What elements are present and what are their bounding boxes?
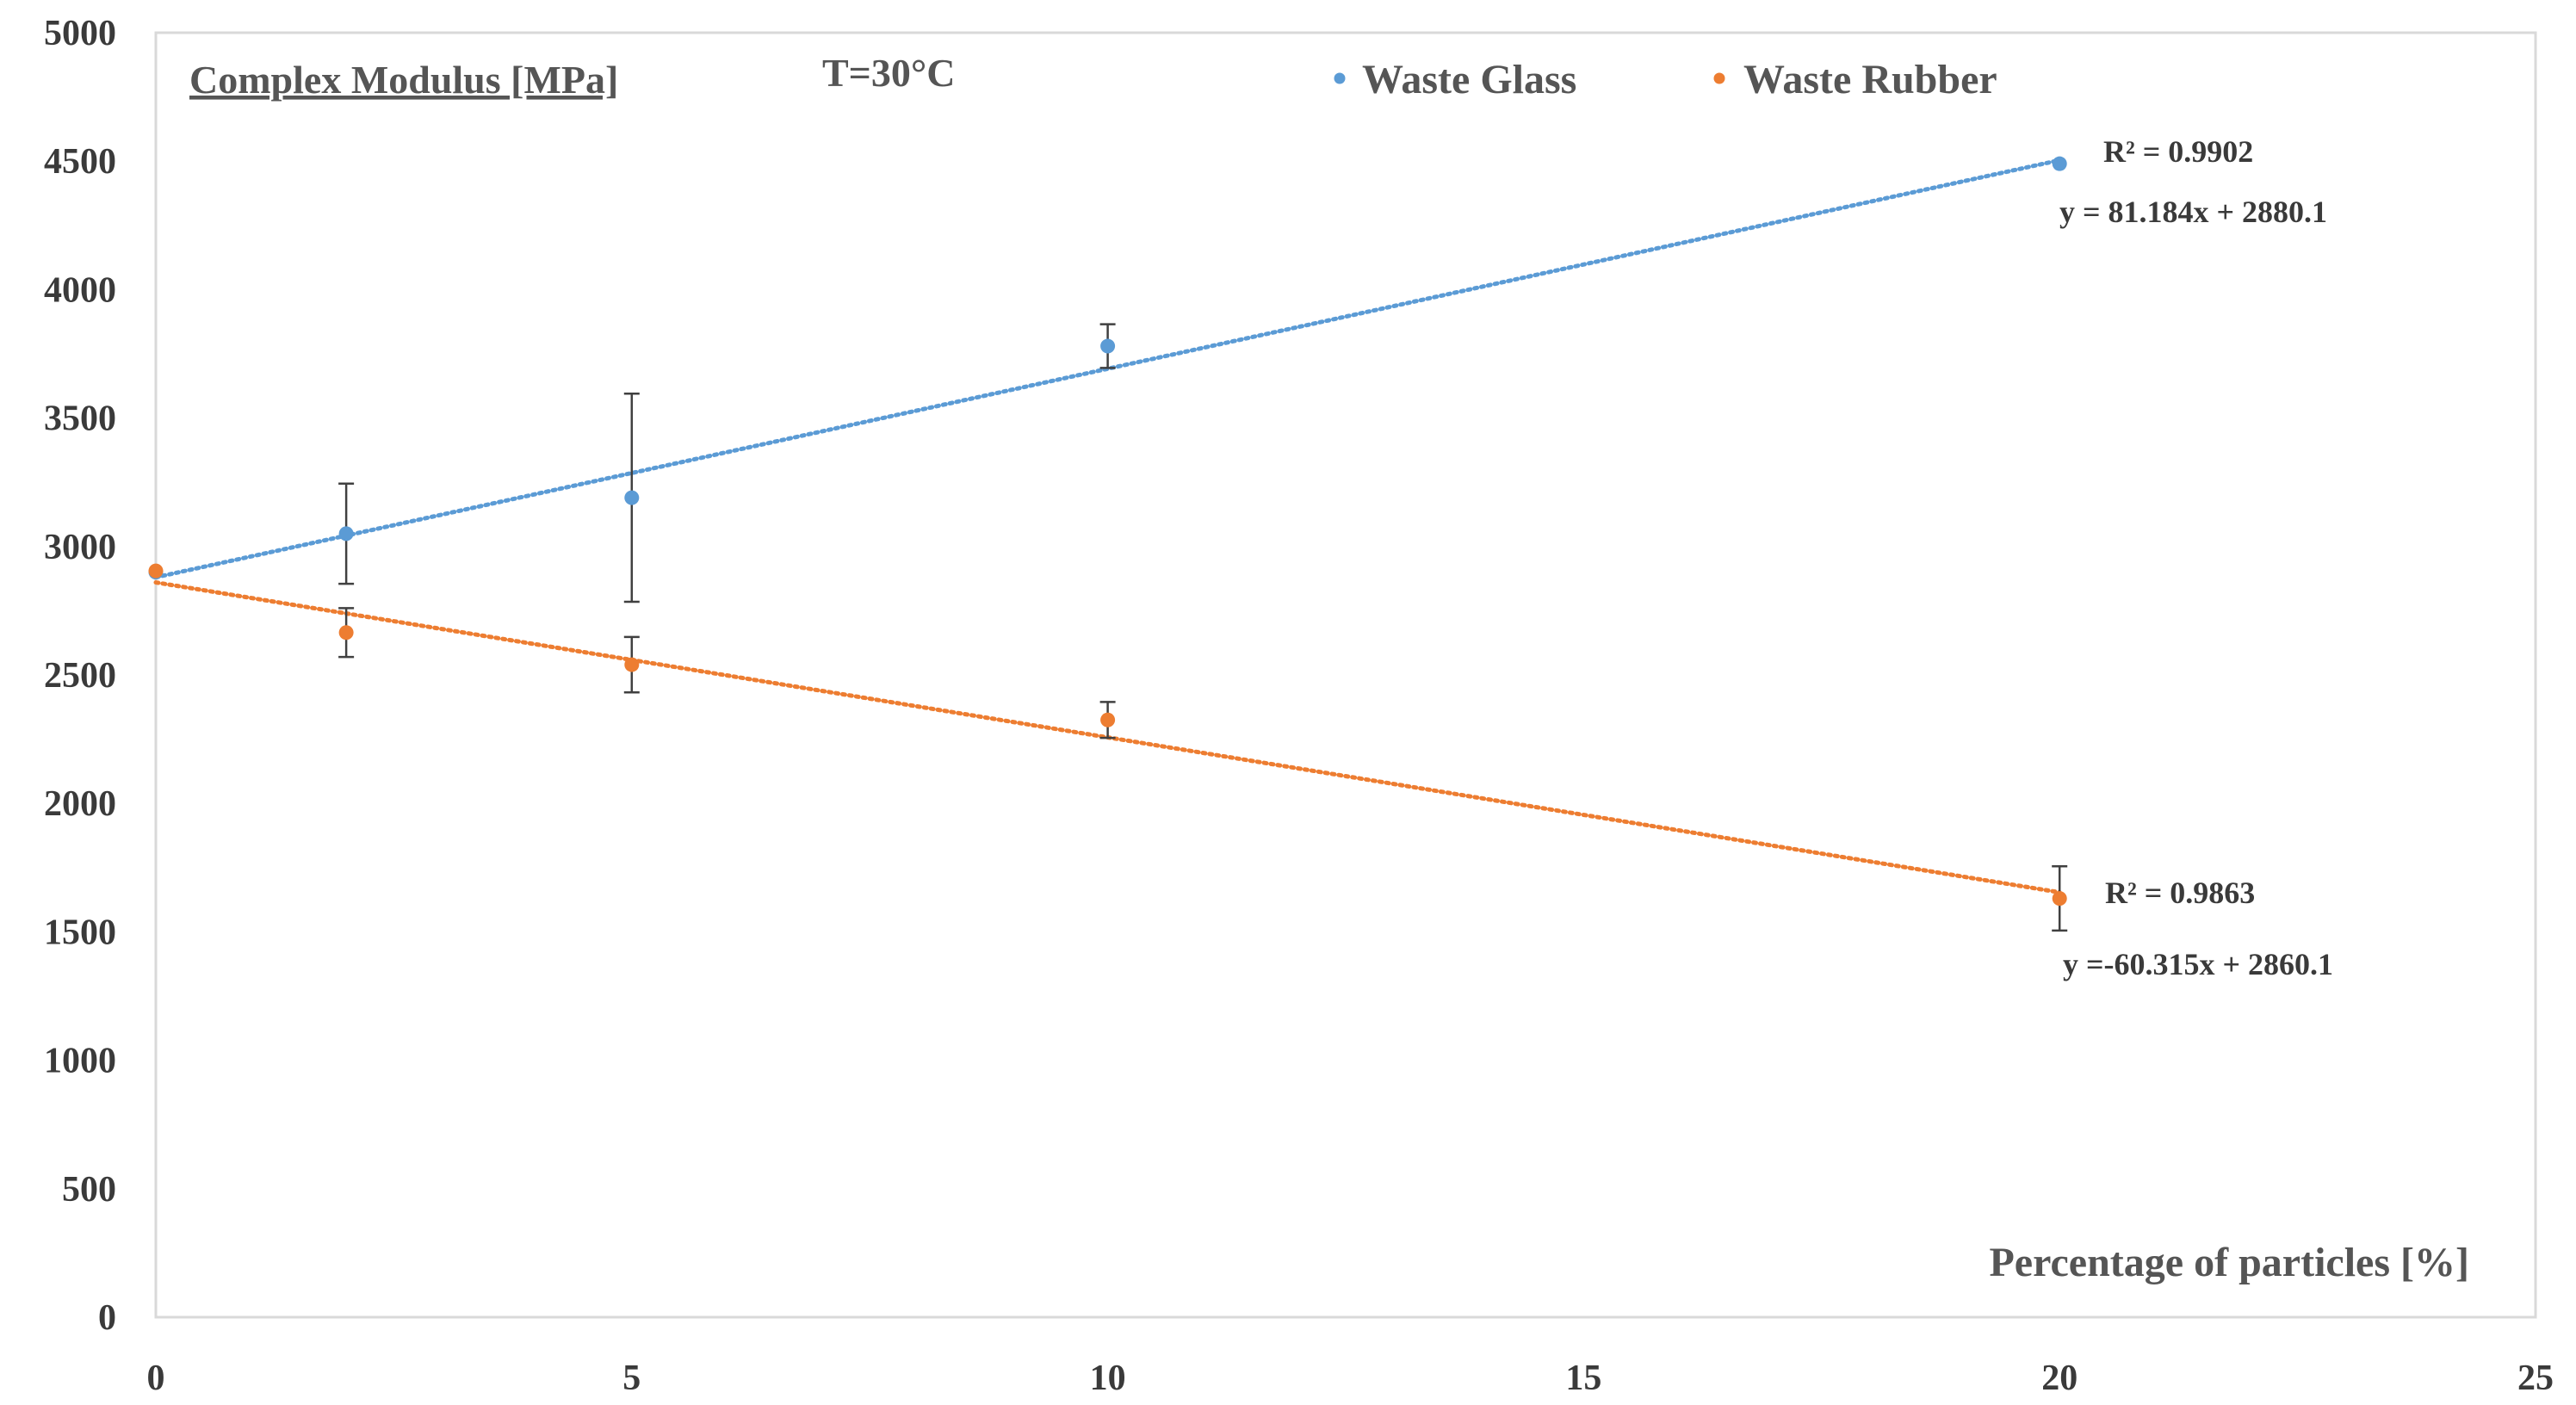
x-tick-label: 5 <box>622 1359 641 1398</box>
data-point-waste-glass <box>624 490 640 505</box>
chart-subtitle: T=30°C <box>822 51 956 95</box>
y-tick-label: 4000 <box>44 270 116 310</box>
data-points <box>148 156 2067 907</box>
legend-label-waste-glass: Waste Glass <box>1362 57 1576 102</box>
x-tick-label: 0 <box>147 1359 165 1398</box>
r2-label-waste-glass: R² = 0.9902 <box>2103 134 2253 169</box>
y-tick-label: 5000 <box>44 14 116 53</box>
y-tick-label: 3500 <box>44 399 116 439</box>
y-tick-label: 500 <box>62 1170 116 1210</box>
data-point-waste-glass <box>1100 338 1116 354</box>
trendline-equation-waste-glass: y = 81.184x + 2880.1 <box>2059 195 2327 229</box>
plot-area-frame <box>154 31 2537 1319</box>
y-tick-label: 1500 <box>44 913 116 952</box>
legend: Waste Glass Waste Rubber <box>1334 57 1997 102</box>
trendline-equation-waste-rubber: y =-60.315x + 2860.1 <box>2063 947 2333 981</box>
data-point-waste-rubber <box>148 563 164 579</box>
r2-label-waste-rubber: R² = 0.9863 <box>2105 876 2255 910</box>
data-point-waste-rubber <box>1100 712 1116 727</box>
data-point-waste-rubber <box>2052 891 2067 907</box>
x-tick-label: 10 <box>1090 1359 1126 1398</box>
x-axis: 0 5 10 15 20 25 <box>147 1359 2554 1398</box>
y-tick-label: 3000 <box>44 528 116 567</box>
y-tick-label: 2500 <box>44 656 116 696</box>
y-tick-label: 0 <box>98 1298 116 1338</box>
y-tick-label: 1000 <box>44 1042 116 1081</box>
legend-marker-waste-rubber <box>1713 72 1725 84</box>
data-point-waste-rubber <box>338 625 354 641</box>
data-point-waste-rubber <box>624 657 640 672</box>
y-tick-label: 4500 <box>44 142 116 182</box>
data-point-waste-glass <box>2052 156 2067 171</box>
x-tick-label: 20 <box>2041 1359 2078 1398</box>
x-tick-label: 15 <box>1565 1359 1601 1398</box>
y-tick-label: 2000 <box>44 784 116 824</box>
legend-label-waste-rubber: Waste Rubber <box>1743 57 1997 102</box>
y-axis: 0 500 1000 1500 2000 2500 3000 3500 4000 4500 5000 <box>44 14 116 1338</box>
x-axis-title: Percentage of particles [%] <box>1989 1240 2469 1285</box>
legend-marker-waste-glass <box>1334 72 1346 84</box>
chart-title: Complex Modulus [MPa] <box>189 58 618 102</box>
data-point-waste-glass <box>338 526 354 542</box>
x-tick-label: 25 <box>2517 1359 2554 1398</box>
